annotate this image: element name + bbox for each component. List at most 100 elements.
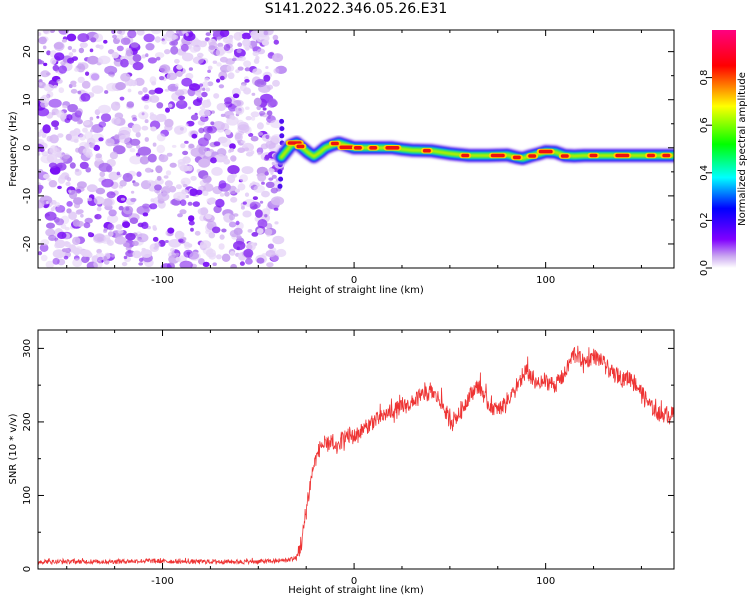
- noise-blob: [106, 191, 116, 199]
- noise-blob: [156, 175, 162, 181]
- noise-blob: [255, 33, 270, 43]
- noise-blob: [135, 131, 141, 138]
- noise-blob: [237, 147, 246, 153]
- noise-blob: [97, 55, 111, 65]
- noise-blob: [122, 221, 131, 229]
- noise-blob: [49, 134, 59, 144]
- noise-blob: [151, 30, 162, 35]
- noise-blob: [169, 41, 176, 46]
- noise-blob: [216, 62, 222, 67]
- noise-blob: [68, 83, 73, 89]
- noise-blob: [202, 261, 210, 267]
- noise-blob: [81, 255, 90, 264]
- noise-blob: [164, 88, 170, 92]
- noise-blob: [156, 144, 166, 154]
- noise-blob: [67, 104, 79, 113]
- noise-blob: [154, 87, 164, 94]
- noise-blob: [62, 105, 68, 109]
- noise-blob: [192, 201, 200, 207]
- noise-blob: [277, 183, 283, 189]
- noise-blob: [154, 242, 161, 248]
- noise-blob: [83, 222, 91, 229]
- noise-blob: [103, 227, 108, 232]
- ridge-hotspot: [647, 153, 655, 158]
- noise-blob: [210, 157, 217, 164]
- noise-blob: [212, 30, 221, 35]
- noise-blob: [149, 203, 158, 210]
- noise-blob: [256, 228, 264, 235]
- spectrogram-y-axis-label: Frequency (Hz): [8, 111, 19, 187]
- noise-blob: [253, 58, 260, 64]
- noise-blob: [177, 213, 183, 218]
- noise-blob: [119, 96, 125, 101]
- noise-blob: [152, 225, 157, 230]
- noise-blob: [251, 92, 256, 96]
- noise-blob: [207, 197, 217, 205]
- noise-blob: [127, 88, 132, 93]
- noise-blob: [226, 116, 239, 126]
- noise-blob: [64, 241, 71, 248]
- noise-blob: [237, 42, 243, 47]
- noise-blob: [78, 119, 83, 124]
- noise-blob: [80, 93, 91, 102]
- noise-blob: [82, 148, 93, 156]
- noise-blob: [261, 181, 265, 185]
- noise-blob: [233, 240, 246, 251]
- noise-blob: [279, 126, 285, 132]
- noise-blob: [198, 40, 208, 48]
- noise-blob: [75, 188, 82, 194]
- noise-blob: [60, 224, 67, 229]
- noise-blob: [152, 142, 157, 147]
- noise-blob: [237, 66, 244, 71]
- noise-blob: [38, 107, 50, 117]
- noise-blob: [183, 241, 190, 247]
- ridge-hotspot: [422, 148, 431, 153]
- noise-blob: [228, 221, 237, 228]
- noise-blob: [170, 247, 175, 253]
- noise-blob: [270, 171, 274, 175]
- noise-blob: [216, 36, 222, 41]
- noise-blob: [125, 206, 130, 211]
- noise-blob: [218, 243, 225, 250]
- noise-blob: [118, 205, 124, 211]
- noise-blob: [189, 251, 201, 261]
- noise-blob: [49, 30, 55, 33]
- noise-blob: [156, 102, 164, 109]
- noise-blob: [93, 260, 103, 268]
- noise-blob: [198, 108, 211, 118]
- signal-ridge: [273, 135, 674, 166]
- noise-blob: [232, 157, 237, 161]
- noise-blob: [119, 180, 127, 187]
- ridge-hotspot: [490, 153, 505, 158]
- noise-blob: [90, 129, 94, 133]
- noise-blob: [163, 175, 169, 179]
- noise-blob: [64, 175, 70, 180]
- noise-blob: [52, 257, 60, 265]
- y-tick-label: 20: [22, 45, 33, 58]
- noise-blob: [175, 184, 182, 190]
- noise-blob: [68, 52, 74, 57]
- noise-blob: [143, 104, 149, 110]
- noise-blob: [249, 201, 261, 209]
- noise-blob: [229, 114, 235, 120]
- noise-blob: [42, 45, 47, 50]
- noise-blob: [89, 48, 94, 53]
- noise-blob: [38, 82, 43, 86]
- noise-blob: [219, 193, 225, 197]
- noise-blob: [39, 243, 49, 252]
- noise-blob: [132, 117, 138, 122]
- ridge-hotspot: [560, 154, 569, 158]
- noise-blob: [41, 133, 47, 138]
- noise-blob: [273, 39, 279, 45]
- noise-blob: [54, 126, 59, 130]
- noise-blob: [73, 128, 81, 136]
- noise-blob: [152, 236, 159, 242]
- noise-blob: [268, 98, 277, 106]
- noise-blob: [144, 137, 149, 142]
- noise-blob: [173, 125, 188, 135]
- noise-blob: [75, 209, 82, 215]
- noise-blob: [44, 211, 57, 221]
- noise-blob: [274, 221, 279, 225]
- noise-blob: [174, 252, 180, 256]
- noise-blob: [112, 34, 117, 39]
